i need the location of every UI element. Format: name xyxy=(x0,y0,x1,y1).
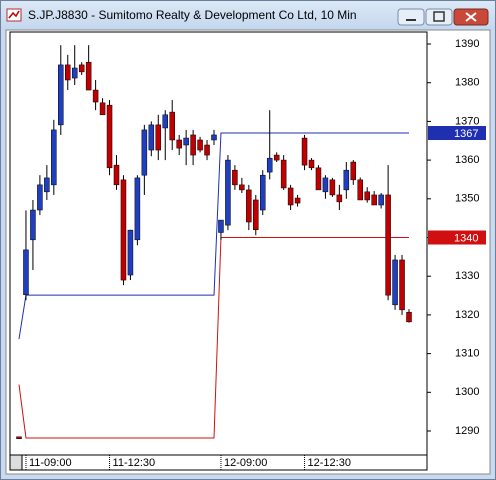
candle-body xyxy=(211,134,217,141)
candle-body xyxy=(71,67,78,79)
candle-body xyxy=(134,177,141,241)
maximize-glyph xyxy=(433,11,445,22)
candle-body xyxy=(162,114,168,129)
y-tick-label: 1300 xyxy=(455,386,479,398)
x-tick-label: 12-12:30 xyxy=(308,457,351,469)
last-price-box xyxy=(428,230,486,245)
candle-body xyxy=(308,159,315,169)
candle-body xyxy=(225,159,231,226)
candle-body xyxy=(294,197,301,204)
candle-body xyxy=(399,259,405,311)
last-price-box xyxy=(428,126,486,141)
candle-body xyxy=(260,174,266,211)
candle-body xyxy=(127,229,134,276)
candle-body xyxy=(371,194,377,206)
candle-body xyxy=(350,161,357,181)
y-tick-label: 1370 xyxy=(455,115,479,127)
candle-body xyxy=(315,167,322,191)
candle-body xyxy=(23,249,29,296)
candle-body xyxy=(155,124,162,151)
y-tick-label: 1350 xyxy=(455,193,479,205)
close-glyph xyxy=(465,12,477,22)
candle-body xyxy=(183,137,189,146)
last-price-label: 1340 xyxy=(454,232,478,244)
candle-body xyxy=(120,179,127,281)
candle-body xyxy=(65,64,71,81)
y-tick-label: 1320 xyxy=(455,309,479,321)
candle-body xyxy=(85,61,92,91)
candle-body xyxy=(336,194,343,203)
y-tick-label: 1380 xyxy=(455,77,479,89)
minimize-glyph xyxy=(406,19,416,21)
candle-body xyxy=(37,184,43,211)
candle-body xyxy=(190,134,196,156)
candle-body xyxy=(406,311,412,323)
candle-body xyxy=(30,209,36,241)
candle-body xyxy=(51,129,57,186)
overlay-line xyxy=(18,237,409,439)
candle-body xyxy=(106,104,113,169)
candle-body xyxy=(232,169,238,186)
y-tick-label: 1310 xyxy=(455,348,479,360)
last-price-label: 1367 xyxy=(454,128,478,140)
maximize-button[interactable] xyxy=(425,8,453,26)
candle-body xyxy=(343,169,350,191)
candle-body xyxy=(92,89,99,103)
window-title: S.JP.J8830 - Sumitomo Realty & Developme… xyxy=(28,8,357,22)
candle-body xyxy=(364,191,370,201)
candle-body xyxy=(392,259,398,306)
candle-body xyxy=(169,111,175,141)
app-icon-glyph xyxy=(8,10,20,19)
candle-body xyxy=(287,187,294,206)
candle-body xyxy=(148,124,155,151)
candle-body xyxy=(218,219,224,233)
candle-body xyxy=(197,139,203,151)
plot-area xyxy=(9,31,428,456)
y-tick-label: 1360 xyxy=(455,154,479,166)
x-tick-label: 12-09:00 xyxy=(224,457,267,469)
candle-body xyxy=(141,129,148,176)
candle-body xyxy=(266,157,273,173)
candle-body xyxy=(301,137,308,166)
overlay-line xyxy=(18,132,409,339)
candle-body xyxy=(99,102,106,116)
x-tick-label: 11-09:00 xyxy=(29,457,72,469)
scroll-handle[interactable] xyxy=(9,454,23,471)
x-tick-label: 11-12:30 xyxy=(113,457,156,469)
candle-body xyxy=(58,64,64,126)
y-tick-label: 1330 xyxy=(455,270,479,282)
candle-body xyxy=(16,436,22,439)
y-tick-label: 1290 xyxy=(455,425,479,437)
candle-body xyxy=(357,179,363,201)
candle-body xyxy=(246,189,252,223)
x-axis-area xyxy=(9,454,428,471)
candle-body xyxy=(239,184,245,191)
candle-body xyxy=(204,144,210,156)
candle-body xyxy=(329,179,336,196)
y-tick-label: 1390 xyxy=(455,38,479,50)
candle-body xyxy=(273,154,280,161)
candle-body xyxy=(176,139,182,149)
candle-body xyxy=(378,194,384,206)
candle-body xyxy=(78,64,85,73)
candle-body xyxy=(322,177,329,193)
candle-body xyxy=(385,194,391,296)
minimize-button[interactable] xyxy=(397,8,425,26)
window-buttons[interactable] xyxy=(397,8,489,26)
candle-body xyxy=(253,199,259,231)
candle-body xyxy=(280,159,287,189)
candle-body xyxy=(113,164,120,186)
candle-body xyxy=(44,177,50,193)
